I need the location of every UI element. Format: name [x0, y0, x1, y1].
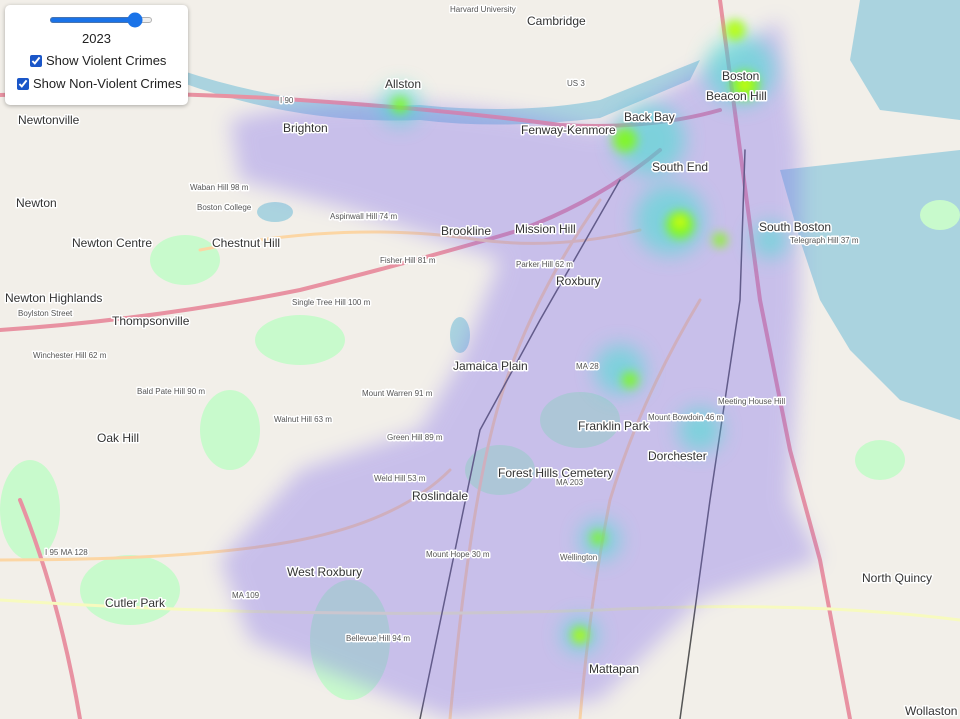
map-feature-label: I 95 MA 128 [45, 548, 88, 557]
harbor-water [780, 150, 960, 420]
place-label: Back Bay [624, 110, 675, 124]
place-label: Cutler Park [105, 596, 166, 610]
place-label: Franklin Park [578, 419, 650, 433]
show-violent-checkbox[interactable] [30, 54, 42, 67]
place-label: Allston [385, 77, 421, 91]
map-feature-label: Harvard University [450, 5, 516, 14]
map-feature-label: MA 28 [576, 362, 599, 371]
place-label: Brighton [283, 121, 328, 135]
map-feature-label: Fisher Hill 81 m [380, 256, 436, 265]
map-feature-label: Mount Hope 30 m [426, 550, 490, 559]
map-feature-label: Aspinwall Hill 74 m [330, 212, 397, 221]
place-label: South Boston [759, 220, 831, 234]
year-label: 2023 [82, 31, 111, 46]
place-label: Jamaica Plain [453, 359, 528, 373]
map-feature-label: Walnut Hill 63 m [274, 415, 332, 424]
show-violent-toggle[interactable]: Show Violent Crimes [30, 53, 166, 68]
place-label: Mission Hill [515, 222, 576, 236]
crime-heatmap [220, 20, 820, 719]
place-label: Chestnut Hill [212, 236, 280, 250]
map-feature-label: MA 203 [556, 478, 584, 487]
map-feature-label: Bald Pate Hill 90 m [137, 387, 205, 396]
place-label: Brookline [441, 224, 491, 238]
place-label: Forest Hills Cemetery [498, 466, 613, 480]
map-feature-label: Waban Hill 98 m [190, 183, 249, 192]
map-feature-label: Wellington [560, 553, 597, 562]
show-nonviolent-toggle[interactable]: Show Non-Violent Crimes [17, 76, 182, 91]
map-labels: Cambridge Allston Brighton Newtonville Newto… [4, 4, 959, 719]
jamaica-pond [450, 317, 470, 353]
place-label: Fenway-Kenmore [521, 123, 616, 137]
map-feature-label: Boylston Street [18, 309, 73, 318]
map-feature-label: I 90 [280, 96, 294, 105]
map-feature-label: Meeting House Hill [718, 397, 785, 406]
show-nonviolent-checkbox[interactable] [17, 77, 29, 90]
place-label: Wollaston [905, 704, 957, 718]
place-label: North Quincy [862, 571, 932, 585]
place-label: Newton Centre [72, 236, 152, 250]
place-label: Mattapan [589, 662, 639, 676]
show-nonviolent-label: Show Non-Violent Crimes [33, 76, 182, 91]
place-label: Dorchester [648, 449, 707, 463]
map-feature-label: Winchester Hill 62 m [33, 351, 107, 360]
outer-water [850, 0, 960, 120]
map-feature-label: Mount Bowdoin 46 m [648, 413, 723, 422]
map-feature-label: Green Hill 89 m [387, 433, 443, 442]
year-slider[interactable] [49, 17, 153, 23]
map-feature-label: Weld Hill 53 m [374, 474, 426, 483]
place-label: West Roxbury [287, 565, 362, 579]
map-feature-label: Bellevue Hill 94 m [346, 634, 410, 643]
reservoir [257, 202, 293, 222]
map-feature-label: Telegraph Hill 37 m [790, 236, 859, 245]
place-label: Cambridge [527, 14, 586, 28]
place-label: Newton Highlands [5, 291, 102, 305]
map-feature-label: MA 109 [232, 591, 260, 600]
control-panel: 2023 Show Violent Crimes Show Non-Violen… [5, 5, 188, 105]
place-label: Thompsonville [112, 314, 190, 328]
map-feature-label: Mount Warren 91 m [362, 389, 433, 398]
show-violent-label: Show Violent Crimes [46, 53, 167, 68]
map-feature-label: US 3 [567, 79, 585, 88]
place-label: Roxbury [556, 274, 601, 288]
place-label: South End [652, 160, 708, 174]
place-label: Newtonville [18, 113, 80, 127]
place-label: Oak Hill [97, 431, 139, 445]
place-label: Newton [16, 196, 57, 210]
map-feature-label: Boston College [197, 203, 252, 212]
map-feature-label: Single Tree Hill 100 m [292, 298, 371, 307]
place-label: Roslindale [412, 489, 468, 503]
place-label: Beacon Hill [706, 89, 767, 103]
map-feature-label: Parker Hill 62 m [516, 260, 573, 269]
place-label: Boston [722, 69, 759, 83]
